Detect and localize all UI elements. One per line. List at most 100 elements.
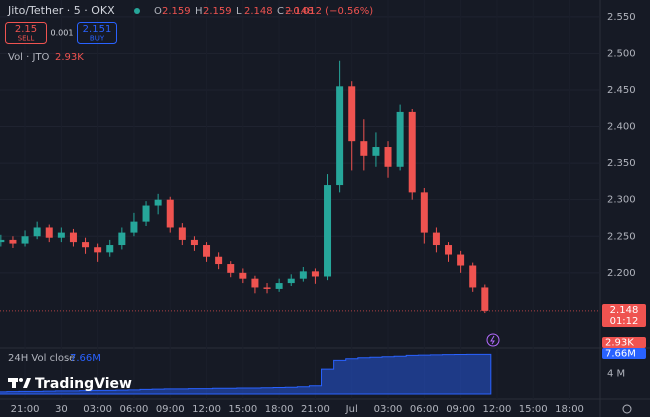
y-tick-label: 2.250 — [607, 231, 636, 242]
x-tick-label: 21:00 — [301, 404, 330, 415]
change: −0.012 (−0.56%) — [285, 6, 373, 17]
candle-body — [130, 221, 138, 233]
y-tick-label: 2.350 — [607, 158, 636, 169]
y-tick-label: 2.550 — [607, 12, 636, 23]
ohlc-value: 2.159 — [162, 6, 191, 17]
buy-price: 2.151 — [83, 24, 112, 35]
candle-body — [239, 272, 247, 279]
candle-body — [324, 185, 332, 277]
candle-body — [82, 242, 90, 248]
candle-body — [348, 86, 356, 142]
candle-body — [166, 199, 174, 228]
status-dot — [134, 8, 140, 14]
candle-body — [45, 227, 53, 238]
candle-body — [33, 227, 41, 237]
candle-body — [94, 247, 102, 253]
y-tick-label: 2.300 — [607, 195, 636, 206]
candle-body — [457, 254, 465, 266]
candle-body — [9, 239, 17, 244]
ohlc-key: L — [236, 6, 242, 17]
candle-body — [0, 239, 5, 243]
ohlc-value: 2.159 — [203, 6, 232, 17]
x-tick-label: 15:00 — [519, 404, 548, 415]
volume-label-box — [602, 337, 646, 348]
candle-body — [215, 256, 223, 265]
candle-body — [408, 111, 416, 193]
sell-label: SELL — [18, 35, 35, 43]
axes: 2.550 2.500 2.450 2.400 2.350 2.300 2.250 2.200… — [11, 12, 636, 415]
candle-body — [432, 232, 440, 246]
countdown: 01:12 — [610, 316, 639, 327]
ohlc-value: 2.148 — [285, 6, 314, 17]
alert-bolt — [490, 335, 495, 345]
candle-body — [106, 245, 114, 253]
x-tick-label: 18:00 — [265, 404, 294, 415]
x-tick-label: 30 — [55, 404, 68, 415]
candle-body — [203, 245, 211, 257]
price-label-box — [602, 304, 646, 327]
logo: TradingView — [8, 376, 132, 392]
candle-body — [481, 287, 489, 311]
candle-body — [360, 141, 368, 156]
candle-body — [57, 232, 65, 238]
candle-body — [396, 111, 404, 167]
x-tick-label: 09:00 — [446, 404, 475, 415]
x-tick-label: 09:00 — [156, 404, 185, 415]
candle-body — [154, 199, 162, 206]
logo-text: TradingView — [35, 376, 132, 392]
ohlc-key: O — [154, 6, 162, 17]
candle-body — [263, 287, 271, 289]
candle-body — [469, 265, 477, 288]
candle-body — [287, 278, 295, 284]
x-tick-label: 12:00 — [192, 404, 221, 415]
volume-pane — [0, 353, 492, 395]
volume-value: 2.93K — [55, 52, 84, 63]
x-tick-label: 12:00 — [483, 404, 512, 415]
x-tick-label: 18:00 — [555, 404, 584, 415]
x-tick-label: 06:00 — [410, 404, 439, 415]
candle-body — [420, 192, 428, 233]
spread: 0.001 — [51, 29, 74, 38]
buy-button[interactable] — [77, 22, 117, 44]
x-tick-label: 15:00 — [228, 404, 257, 415]
x-tick-label: 03:00 — [374, 404, 403, 415]
x-tick-label: 03:00 — [83, 404, 112, 415]
candles — [0, 60, 489, 314]
x-tick-label: 21:00 — [11, 404, 40, 415]
vol24h-label-box — [602, 348, 646, 359]
alert-icon[interactable] — [486, 333, 500, 347]
candle-body — [299, 271, 307, 279]
buy-label: BUY — [90, 35, 105, 43]
vol24h-area — [0, 353, 492, 395]
x-tick-label: Jul — [345, 404, 358, 415]
ohlc-value: 2.148 — [244, 6, 273, 17]
candle-body — [21, 236, 29, 244]
sell-price: 2.15 — [15, 24, 37, 35]
vol-tick-label: 4 M — [607, 368, 625, 379]
last-price-label: 2.148 — [610, 305, 639, 316]
candle-body — [142, 205, 150, 222]
candle-body — [118, 232, 126, 246]
volume-axis-label: 2.93K — [605, 338, 634, 349]
candle-body — [311, 271, 319, 277]
settings-icon[interactable] — [622, 404, 632, 414]
candle-body — [178, 227, 186, 240]
volume-title: Vol · JTO — [8, 52, 50, 63]
sell-button[interactable] — [5, 22, 47, 44]
ohlc: O 2.159 H 2.159 L 2.148 C 2.148 — [154, 6, 314, 17]
candle-body — [251, 278, 259, 288]
vol24h-title: 24H Vol close — [8, 353, 75, 364]
y-tick-label: 2.500 — [607, 48, 636, 59]
ohlc-key: H — [195, 6, 203, 17]
candle-body — [384, 147, 392, 167]
candle-body — [69, 232, 77, 243]
candle-body — [227, 264, 235, 273]
vol24h-axis-label: 7.66M — [605, 349, 636, 360]
candle-body — [372, 147, 380, 156]
vol24h-value: 7.66M — [70, 353, 101, 364]
x-tick-label: 06:00 — [120, 404, 149, 415]
symbol: Jito/Tether · 5 · OKX — [7, 4, 115, 17]
candle-body — [275, 283, 283, 289]
y-tick-label: 2.400 — [607, 122, 636, 133]
